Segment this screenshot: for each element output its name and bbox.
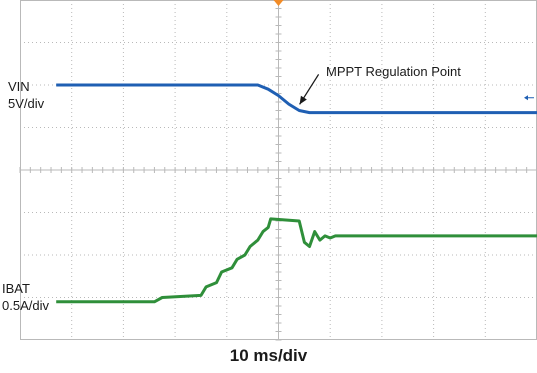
vin-series-label: VIN [8,79,30,94]
time-scale-label: 10 ms/div [229,346,308,365]
trace-vin [56,83,537,115]
mppt-annotation-label: MPPT Regulation Point [326,64,461,79]
annotation-arrowhead-icon [299,95,307,105]
vin-reference-arrowhead-icon [524,95,528,101]
trigger-marker-icon [273,0,284,6]
scope-traces [56,83,537,304]
ibat-scale-label: 0.5A/div [2,298,49,313]
scope-markers [273,0,534,105]
ibat-series-label: IBAT [2,281,30,296]
scope-graticule [19,0,537,341]
trace-ibat [56,217,537,304]
vin-scale-label: 5V/div [8,96,45,111]
